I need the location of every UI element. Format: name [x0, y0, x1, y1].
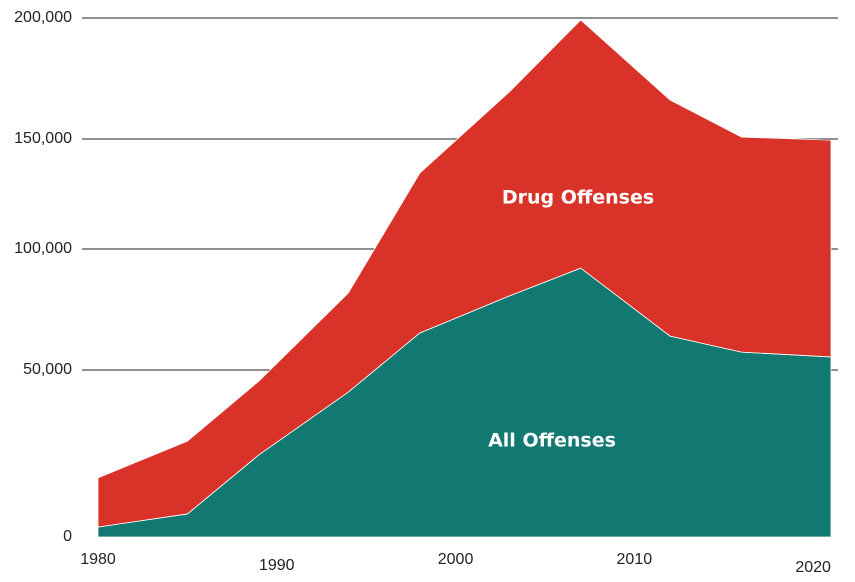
series-label: All Offenses: [488, 430, 616, 452]
labels: Drug Offenses All Offenses: [488, 187, 654, 452]
y-tick-label: 0: [63, 528, 72, 545]
series-label: Drug Offenses: [502, 187, 654, 209]
y-tick-label: 50,000: [23, 361, 72, 378]
area: [97, 19, 832, 528]
areas: [97, 19, 832, 538]
x-tick-label: 1980: [80, 551, 116, 568]
y-tick-label: 150,000: [14, 130, 72, 147]
x-tick-label: 1990: [259, 557, 295, 574]
y-tick-label: 100,000: [14, 240, 72, 257]
x-tick-label: 2020: [795, 559, 831, 576]
x-tick-label: 2010: [617, 551, 653, 568]
y-tick-label: 200,000: [14, 9, 72, 26]
x-tick-label: 2000: [438, 551, 474, 568]
